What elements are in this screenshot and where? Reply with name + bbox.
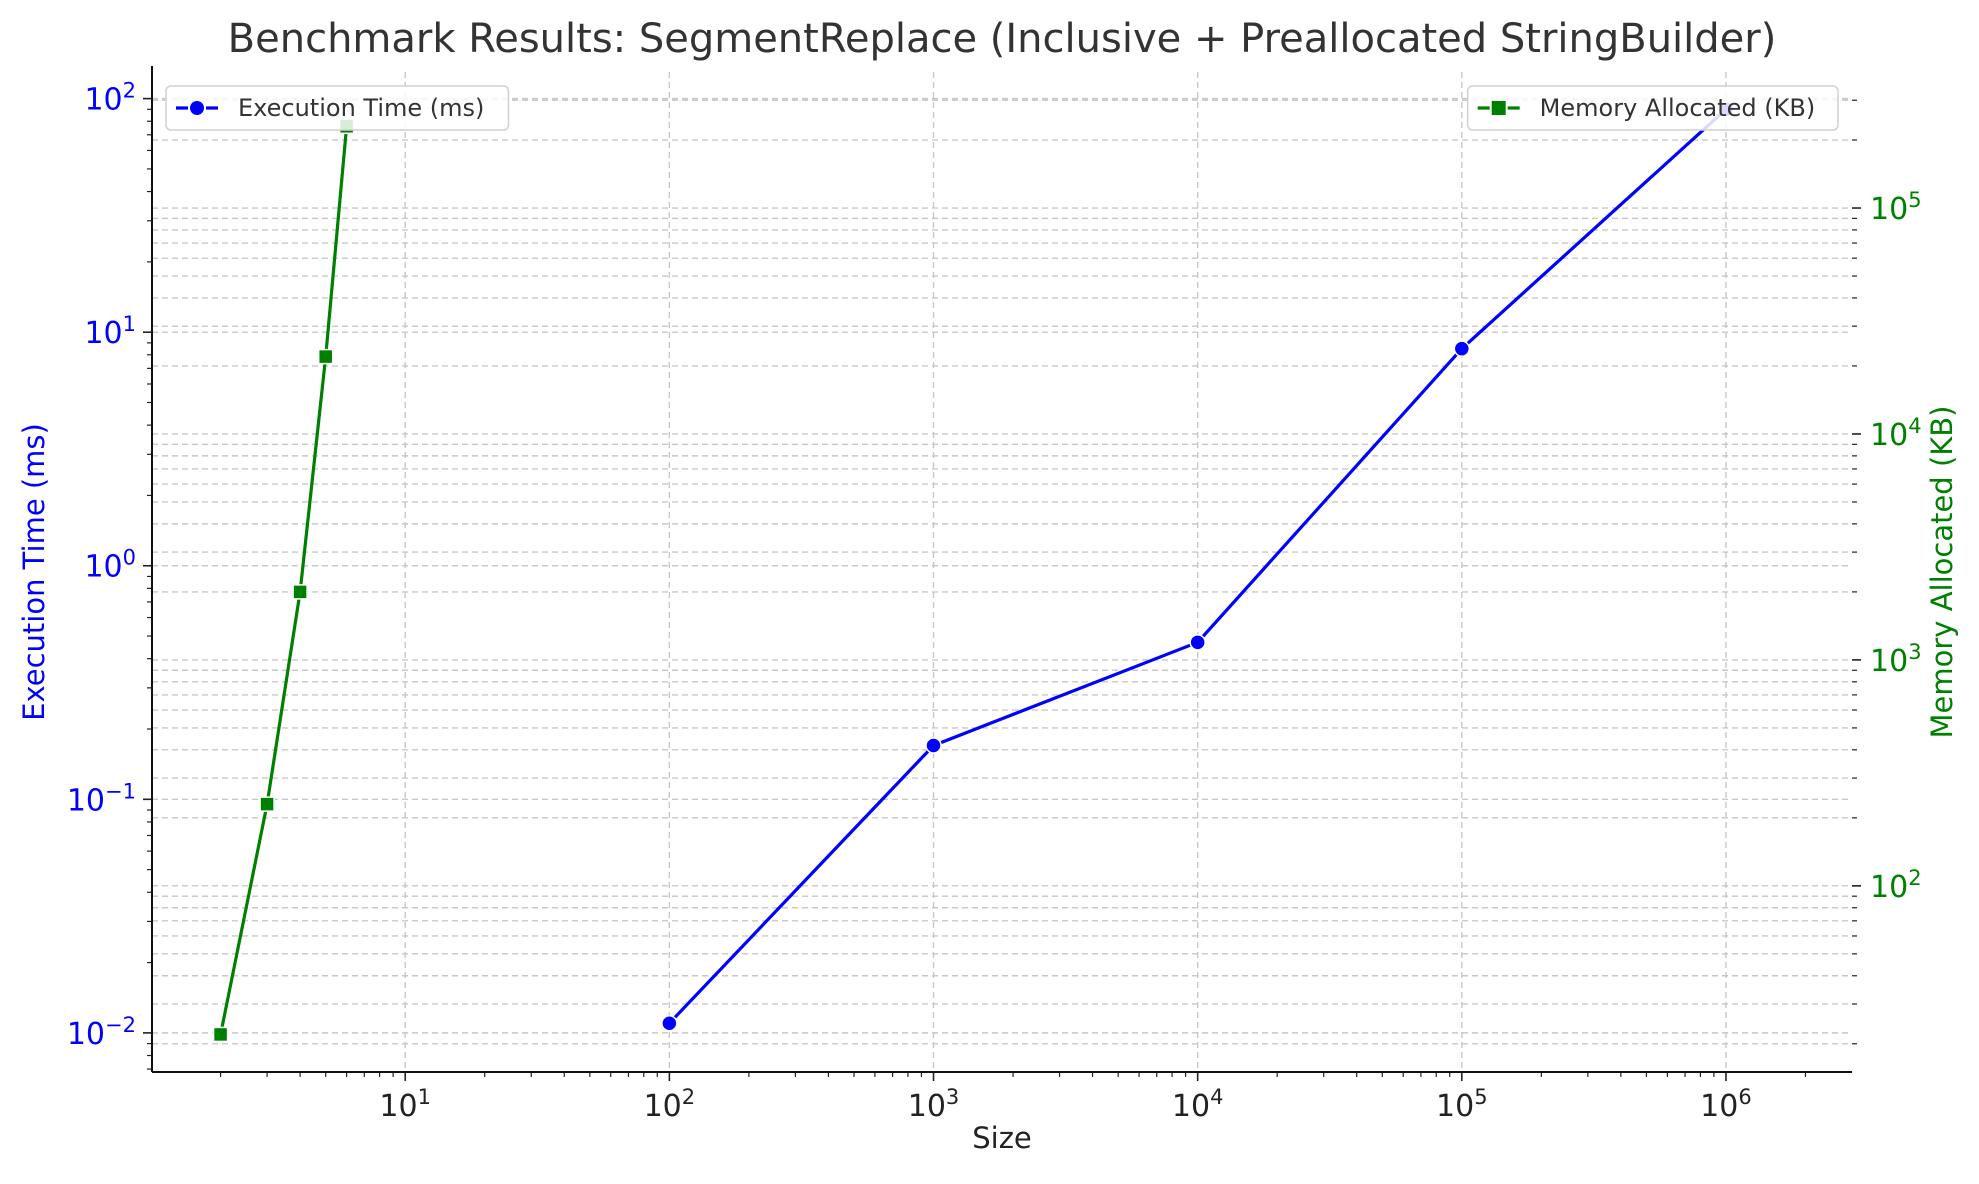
y-left-tick-label: 10−2 <box>67 1013 136 1052</box>
y-left-tick-label: 101 <box>84 312 136 351</box>
y-axis-right-label: Memory Allocated (KB) <box>1925 406 1959 739</box>
data-point-circle <box>661 1014 678 1032</box>
legend-label: Execution Time (ms) <box>238 94 484 122</box>
x-tick-label-exponent: 4 <box>1210 1085 1223 1109</box>
y-left-tick-label-base: 10 <box>84 83 122 118</box>
legend-memory-allocated: Memory Allocated (KB) <box>1466 85 1839 131</box>
y-left-tick-label: 102 <box>84 79 136 118</box>
y-left-tick-label-base: 10 <box>84 550 122 585</box>
y-left-tick-label-exponent: 0 <box>123 546 136 570</box>
x-tick-label-base: 10 <box>908 1089 946 1124</box>
y-right-tick-label: 102 <box>1870 866 1922 905</box>
legend-marker-circle <box>190 101 204 115</box>
y-left-tick-label-exponent: −2 <box>105 1013 136 1037</box>
x-tick-label-exponent: 2 <box>682 1085 695 1109</box>
x-tick-label: 101 <box>379 1085 431 1124</box>
y-right-tick-label: 103 <box>1870 640 1922 679</box>
y-right-tick-label-exponent: 4 <box>1908 414 1921 438</box>
legend-marker-square <box>1491 101 1506 115</box>
axes: 101 102 103 104 105 10610−210−110010110210210… <box>67 66 1922 1124</box>
y-left-tick-label-exponent: 2 <box>123 79 136 103</box>
y-right-tick-label-base: 10 <box>1870 418 1908 453</box>
data-point-square <box>317 348 334 365</box>
y-right-tick-label-exponent: 3 <box>1908 640 1921 664</box>
x-tick-label-base: 10 <box>379 1089 417 1124</box>
y-right-tick-label: 104 <box>1870 414 1922 453</box>
x-tick-label: 105 <box>1436 1085 1488 1124</box>
data-point-square <box>212 1026 229 1043</box>
y-left-tick-label: 100 <box>84 546 136 585</box>
y-right-tick-label-exponent: 2 <box>1908 866 1921 890</box>
data-point-square <box>292 584 308 600</box>
data-point-circle <box>1453 340 1471 357</box>
x-tick-label-base: 10 <box>1436 1089 1474 1124</box>
grid <box>152 72 1852 1072</box>
x-tick-label: 106 <box>1700 1085 1752 1124</box>
legend-box <box>1466 85 1839 131</box>
y-left-tick-label-base: 10 <box>67 1017 105 1052</box>
chart-title: Benchmark Results: SegmentReplace (Inclu… <box>228 16 1777 62</box>
y-left-tick-label-base: 10 <box>84 316 122 351</box>
legend-execution-time: Execution Time (ms) <box>165 85 510 131</box>
y-right-tick-label-base: 10 <box>1870 644 1908 679</box>
x-tick-label-exponent: 6 <box>1738 1085 1751 1109</box>
x-tick-label: 103 <box>908 1085 960 1124</box>
y-right-tick-label-exponent: 5 <box>1908 188 1921 212</box>
x-tick-label-base: 10 <box>644 1089 682 1124</box>
y-axis-left-label: Execution Time (ms) <box>17 423 51 721</box>
data-point-square <box>259 796 275 812</box>
y-right-tick-label-base: 10 <box>1870 192 1908 227</box>
x-tick-label-base: 10 <box>1172 1089 1210 1124</box>
y-left-tick-label: 10−1 <box>67 779 136 818</box>
x-axis-label: Size <box>972 1121 1032 1155</box>
y-left-tick-label-base: 10 <box>67 783 105 818</box>
x-tick-label-exponent: 1 <box>418 1085 431 1109</box>
y-right-tick-label: 105 <box>1870 188 1922 227</box>
data-point-circle <box>1189 634 1206 651</box>
x-tick-label-exponent: 3 <box>946 1085 959 1109</box>
legends: Execution Time (ms) Memory Allocated (KB) <box>165 85 1839 131</box>
x-tick-label-exponent: 5 <box>1474 1085 1487 1109</box>
y-left-tick-label-exponent: −1 <box>105 779 136 803</box>
y-left-tick-label-exponent: 1 <box>123 312 136 336</box>
y-right-tick-label-base: 10 <box>1870 870 1908 905</box>
x-tick-label-base: 10 <box>1700 1089 1738 1124</box>
legend-box <box>165 85 510 131</box>
series-execution-time <box>661 101 1735 1032</box>
data-point-circle <box>925 737 942 754</box>
x-tick-label: 104 <box>1172 1085 1224 1124</box>
x-tick-label: 102 <box>644 1085 696 1124</box>
legend-label: Memory Allocated (KB) <box>1540 94 1816 122</box>
